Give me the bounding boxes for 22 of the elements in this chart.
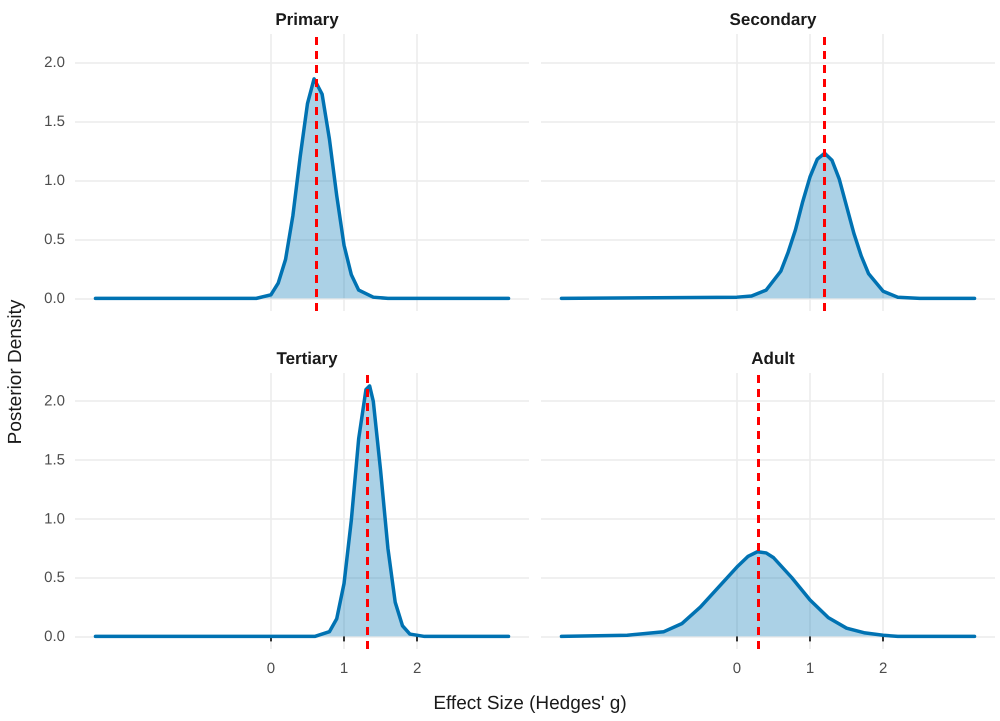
x-tick-label: 0 bbox=[732, 660, 742, 677]
y-tick-label: 0.5 bbox=[44, 230, 65, 248]
chart-title: Tertiary bbox=[276, 349, 338, 368]
chart-title: Secondary bbox=[730, 10, 817, 29]
y-tick-label: 1.5 bbox=[44, 452, 65, 469]
x-tick-label: 2 bbox=[412, 660, 422, 677]
y-tick-label: 0.5 bbox=[44, 569, 65, 586]
y-tick-label: 0.0 bbox=[44, 290, 65, 307]
y-tick-label: 1.0 bbox=[44, 510, 65, 528]
x-tick-label: 2 bbox=[878, 660, 888, 677]
y-tick-label: 0.0 bbox=[44, 628, 65, 645]
y-tick-label: 2.0 bbox=[44, 54, 65, 71]
x-tick-label: 0 bbox=[266, 660, 276, 677]
y-tick-label: 1.5 bbox=[44, 112, 65, 130]
chart-title: Adult bbox=[751, 349, 796, 368]
y-tick-label: 1.0 bbox=[44, 172, 65, 189]
y-tick-label: 2.0 bbox=[44, 392, 65, 410]
x-tick-label: 1 bbox=[806, 660, 814, 677]
x-tick-label: 1 bbox=[340, 660, 348, 677]
x-axis-title: Effect Size (Hedges' g) bbox=[433, 693, 627, 715]
chart-title: Primary bbox=[275, 10, 340, 29]
y-axis-title: Posterior Density bbox=[5, 300, 27, 444]
